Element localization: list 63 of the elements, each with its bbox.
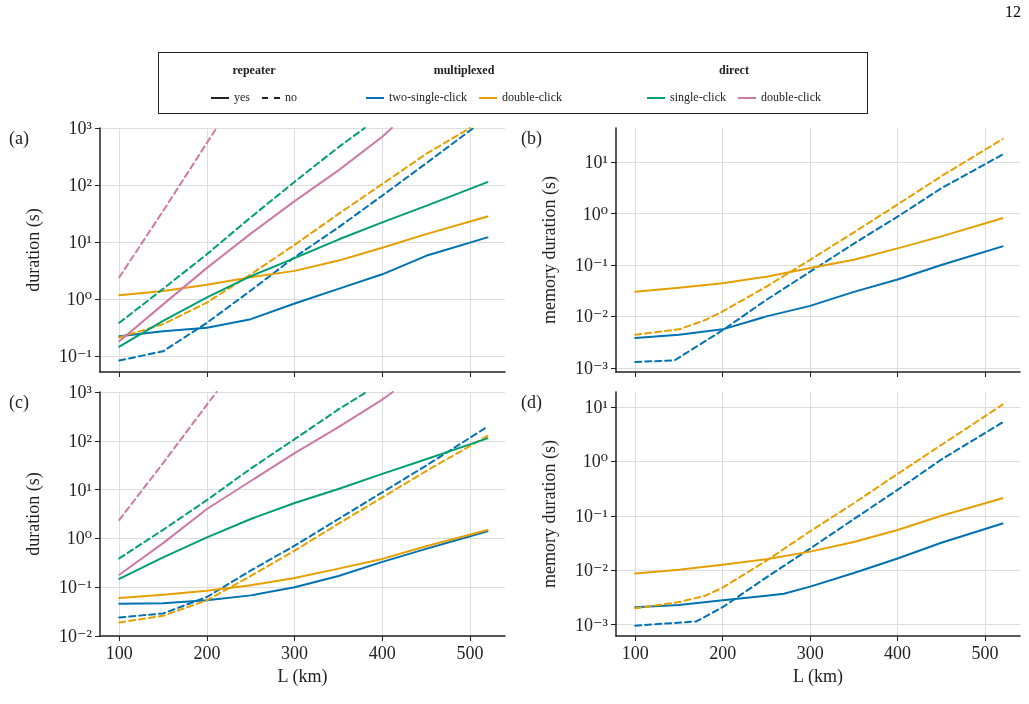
y-tick-label: 10⁻¹	[59, 577, 92, 598]
chart-title: (b)	[521, 128, 542, 149]
y-tick-label: 10⁻²	[575, 306, 608, 327]
x-tick-label: 400	[368, 643, 396, 663]
line-series	[118, 181, 489, 348]
line-series	[118, 391, 368, 560]
x-tick-label: 400	[884, 643, 912, 663]
text: 12	[1005, 3, 1021, 21]
y-axis-title: duration (s)	[23, 472, 44, 556]
x-tick-label: 300	[796, 643, 824, 663]
chart-title: (c)	[9, 392, 29, 413]
y-tick-label: 10⁻³	[575, 614, 609, 635]
chart-title: (d)	[521, 392, 542, 413]
text: direct	[718, 63, 750, 78]
y-tick-label: 10²	[68, 430, 92, 451]
y-tick-label: 10⁰	[582, 203, 608, 224]
legend-label: double-click	[761, 90, 821, 105]
line-series	[634, 153, 1004, 363]
line-series	[634, 421, 1004, 627]
x-tick-label: 500	[971, 643, 999, 663]
line-series	[118, 127, 366, 324]
y-tick-label: 10⁻¹	[59, 345, 92, 366]
y-axis-title: duration (s)	[23, 208, 44, 292]
line-series	[118, 127, 218, 279]
line-series	[118, 391, 218, 521]
y-tick-label: 10¹	[584, 152, 608, 173]
y-tick-label: 10²	[68, 174, 92, 195]
y-tick-label: 10⁻¹	[575, 505, 608, 526]
line-series	[634, 138, 1004, 336]
legend-label: two-single-click	[389, 90, 467, 105]
line-series	[118, 437, 489, 580]
y-axis-title: memory duration (s)	[539, 176, 560, 324]
y-tick-label: 10⁰	[582, 451, 608, 472]
text: no	[285, 90, 297, 105]
y-tick-label: 10⁻²	[575, 560, 608, 581]
y-tick-label: 10³	[68, 382, 93, 402]
x-tick-label: 500	[456, 643, 484, 663]
x-tick-label: 100	[105, 643, 133, 663]
x-tick-label: 200	[709, 643, 737, 663]
line-series	[118, 391, 394, 576]
y-tick-label: 10¹	[584, 396, 608, 417]
y-tick-label: 10⁻²	[59, 626, 92, 646]
x-tick-label: 100	[621, 643, 649, 663]
y-tick-label: 10⁻¹	[575, 254, 608, 275]
x-tick-label: 300	[281, 643, 309, 663]
x-axis-title: L (km)	[793, 665, 843, 687]
text: repeater	[231, 63, 277, 78]
y-tick-label: 10¹	[68, 231, 92, 252]
line-series	[634, 403, 1004, 610]
y-axis-title: memory duration (s)	[539, 440, 560, 588]
y-tick-label: 10⁰	[66, 288, 92, 309]
y-tick-label: 10¹	[68, 479, 92, 500]
x-tick-label: 200	[193, 643, 221, 663]
y-tick-label: 10⁻³	[575, 357, 609, 378]
text: multiplexed	[432, 63, 496, 78]
legend-label: single-click	[670, 90, 726, 105]
y-tick-label: 10⁰	[66, 528, 92, 549]
line-series	[118, 127, 393, 343]
chart-title: (a)	[9, 128, 29, 149]
y-tick-label: 10³	[68, 118, 93, 138]
text: yes	[234, 90, 250, 105]
x-axis-title: L (km)	[277, 665, 328, 687]
legend-label: double-click	[502, 90, 562, 105]
